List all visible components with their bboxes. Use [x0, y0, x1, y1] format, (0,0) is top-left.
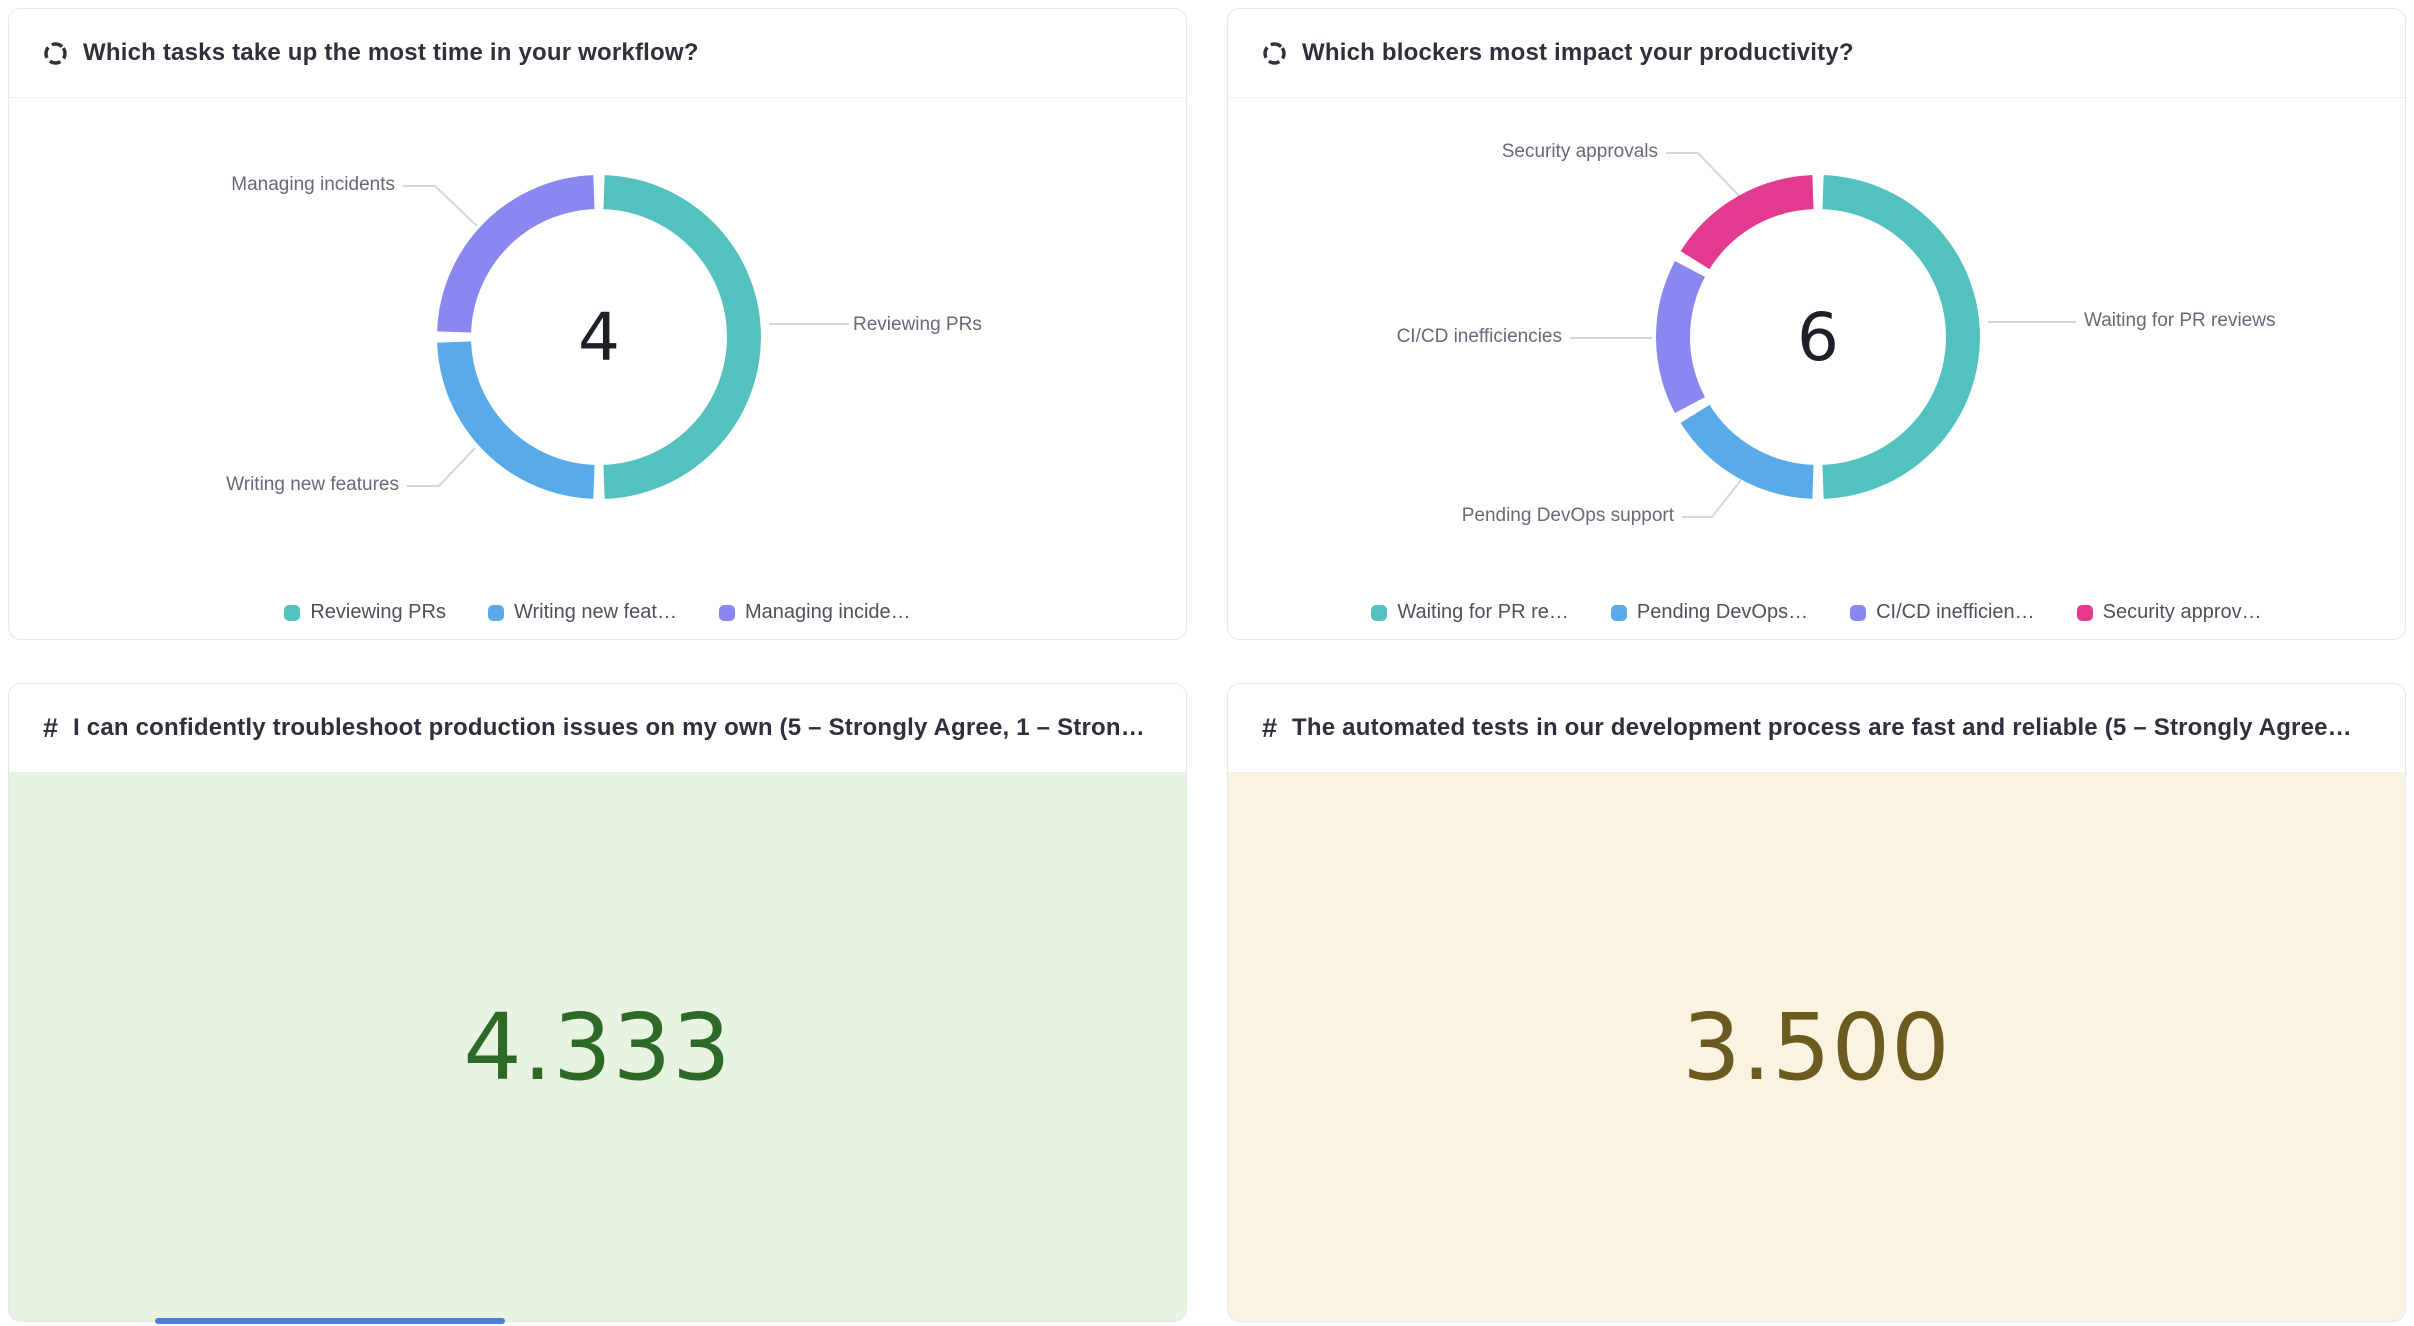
donut-chart[interactable] [434, 172, 764, 502]
widget-header: # The automated tests in our development… [1228, 684, 2405, 773]
chart-legend: Reviewing PRs Writing new feat… Managing… [9, 601, 1186, 624]
legend-swatch [1610, 604, 1627, 621]
legend-label: Pending DevOps… [1636, 601, 1809, 623]
slice-label-pending-devops-support: Pending DevOps support [1461, 505, 1674, 526]
donut-segment-managing-incidents[interactable] [437, 175, 595, 333]
hash-icon: # [43, 712, 59, 743]
donut-segment-waiting-for-pr-reviews[interactable] [1822, 175, 1980, 499]
widget-title: I can confidently troubleshoot productio… [73, 714, 1145, 741]
legend-swatch [2076, 604, 2093, 621]
widget-header: Which tasks take up the most time in you… [9, 9, 1186, 98]
legend-swatch [284, 604, 301, 621]
legend-item[interactable]: Pending DevOps… [1610, 601, 1809, 624]
widget-header: Which blockers most impact your producti… [1228, 9, 2405, 98]
slice-label-writing-new-features: Writing new features [226, 474, 399, 495]
legend-item[interactable]: Writing new feat… [487, 601, 677, 624]
donut-chart-icon [1262, 41, 1287, 66]
legend-label: Writing new feat… [513, 601, 677, 623]
donut-chart-icon [43, 41, 68, 66]
donut-chart-area: 6 Security approvals CI/CD inefficiencie… [1228, 98, 2405, 639]
widget-card-troubleshoot-score: # I can confidently troubleshoot product… [8, 683, 1187, 1322]
donut-center-value: 4 [578, 298, 620, 376]
slice-label-security-approvals: Security approvals [1501, 141, 1658, 162]
widget-card-blockers-donut: Which blockers most impact your producti… [1227, 8, 2406, 640]
legend-item[interactable]: Managing incide… [718, 601, 911, 624]
legend-label: Waiting for PR re… [1397, 601, 1569, 623]
widget-header: # I can confidently troubleshoot product… [9, 684, 1186, 773]
hash-icon: # [1262, 712, 1278, 743]
legend-swatch [487, 604, 504, 621]
legend-label: Managing incide… [744, 601, 911, 623]
widget-title: Which blockers most impact your producti… [1302, 39, 1854, 66]
legend-swatch [718, 604, 735, 621]
legend-item[interactable]: Security approv… [2076, 601, 2262, 624]
number-widget-body: 3.500 [1228, 773, 2405, 1321]
number-value: 3.500 [1682, 993, 1951, 1101]
slice-label-cicd-inefficiencies: CI/CD inefficiencies [1396, 326, 1562, 347]
slice-label-managing-incidents: Managing incidents [231, 174, 395, 195]
widget-card-tasks-donut: Which tasks take up the most time in you… [8, 8, 1187, 640]
chart-legend: Waiting for PR re… Pending DevOps… CI/CD… [1228, 601, 2405, 624]
donut-chart-area: 4 Managing incidents Writing new feature… [9, 98, 1186, 639]
donut-segment-reviewing-prs[interactable] [603, 175, 761, 499]
donut-chart[interactable] [1653, 172, 1983, 502]
donut-segment-writing-new-features[interactable] [437, 341, 595, 499]
donut-segment-ci-cd-inefficiencies[interactable] [1656, 260, 1706, 414]
slice-label-reviewing-prs: Reviewing PRs [853, 314, 982, 335]
horizontal-scrollbar-thumb[interactable] [155, 1318, 505, 1324]
widget-title: The automated tests in our development p… [1292, 714, 2352, 741]
donut-segment-pending-devops-support[interactable] [1680, 404, 1814, 499]
legend-swatch [1371, 604, 1388, 621]
number-value: 4.333 [463, 993, 732, 1101]
donut-segment-security-approvals[interactable] [1680, 175, 1814, 270]
legend-swatch [1850, 604, 1867, 621]
legend-label: Security approv… [2102, 601, 2262, 623]
legend-label: Reviewing PRs [310, 601, 446, 623]
legend-label: CI/CD inefficien… [1876, 601, 2035, 623]
widget-title: Which tasks take up the most time in you… [83, 39, 699, 66]
legend-item[interactable]: Waiting for PR re… [1371, 601, 1569, 624]
legend-item[interactable]: Reviewing PRs [284, 601, 446, 624]
slice-label-waiting-for-pr-reviews: Waiting for PR reviews [2084, 310, 2276, 331]
number-widget-body: 4.333 [9, 773, 1186, 1321]
widget-card-automated-tests-score: # The automated tests in our development… [1227, 683, 2406, 1322]
legend-item[interactable]: CI/CD inefficien… [1850, 601, 2035, 624]
donut-center-value: 6 [1797, 298, 1839, 376]
